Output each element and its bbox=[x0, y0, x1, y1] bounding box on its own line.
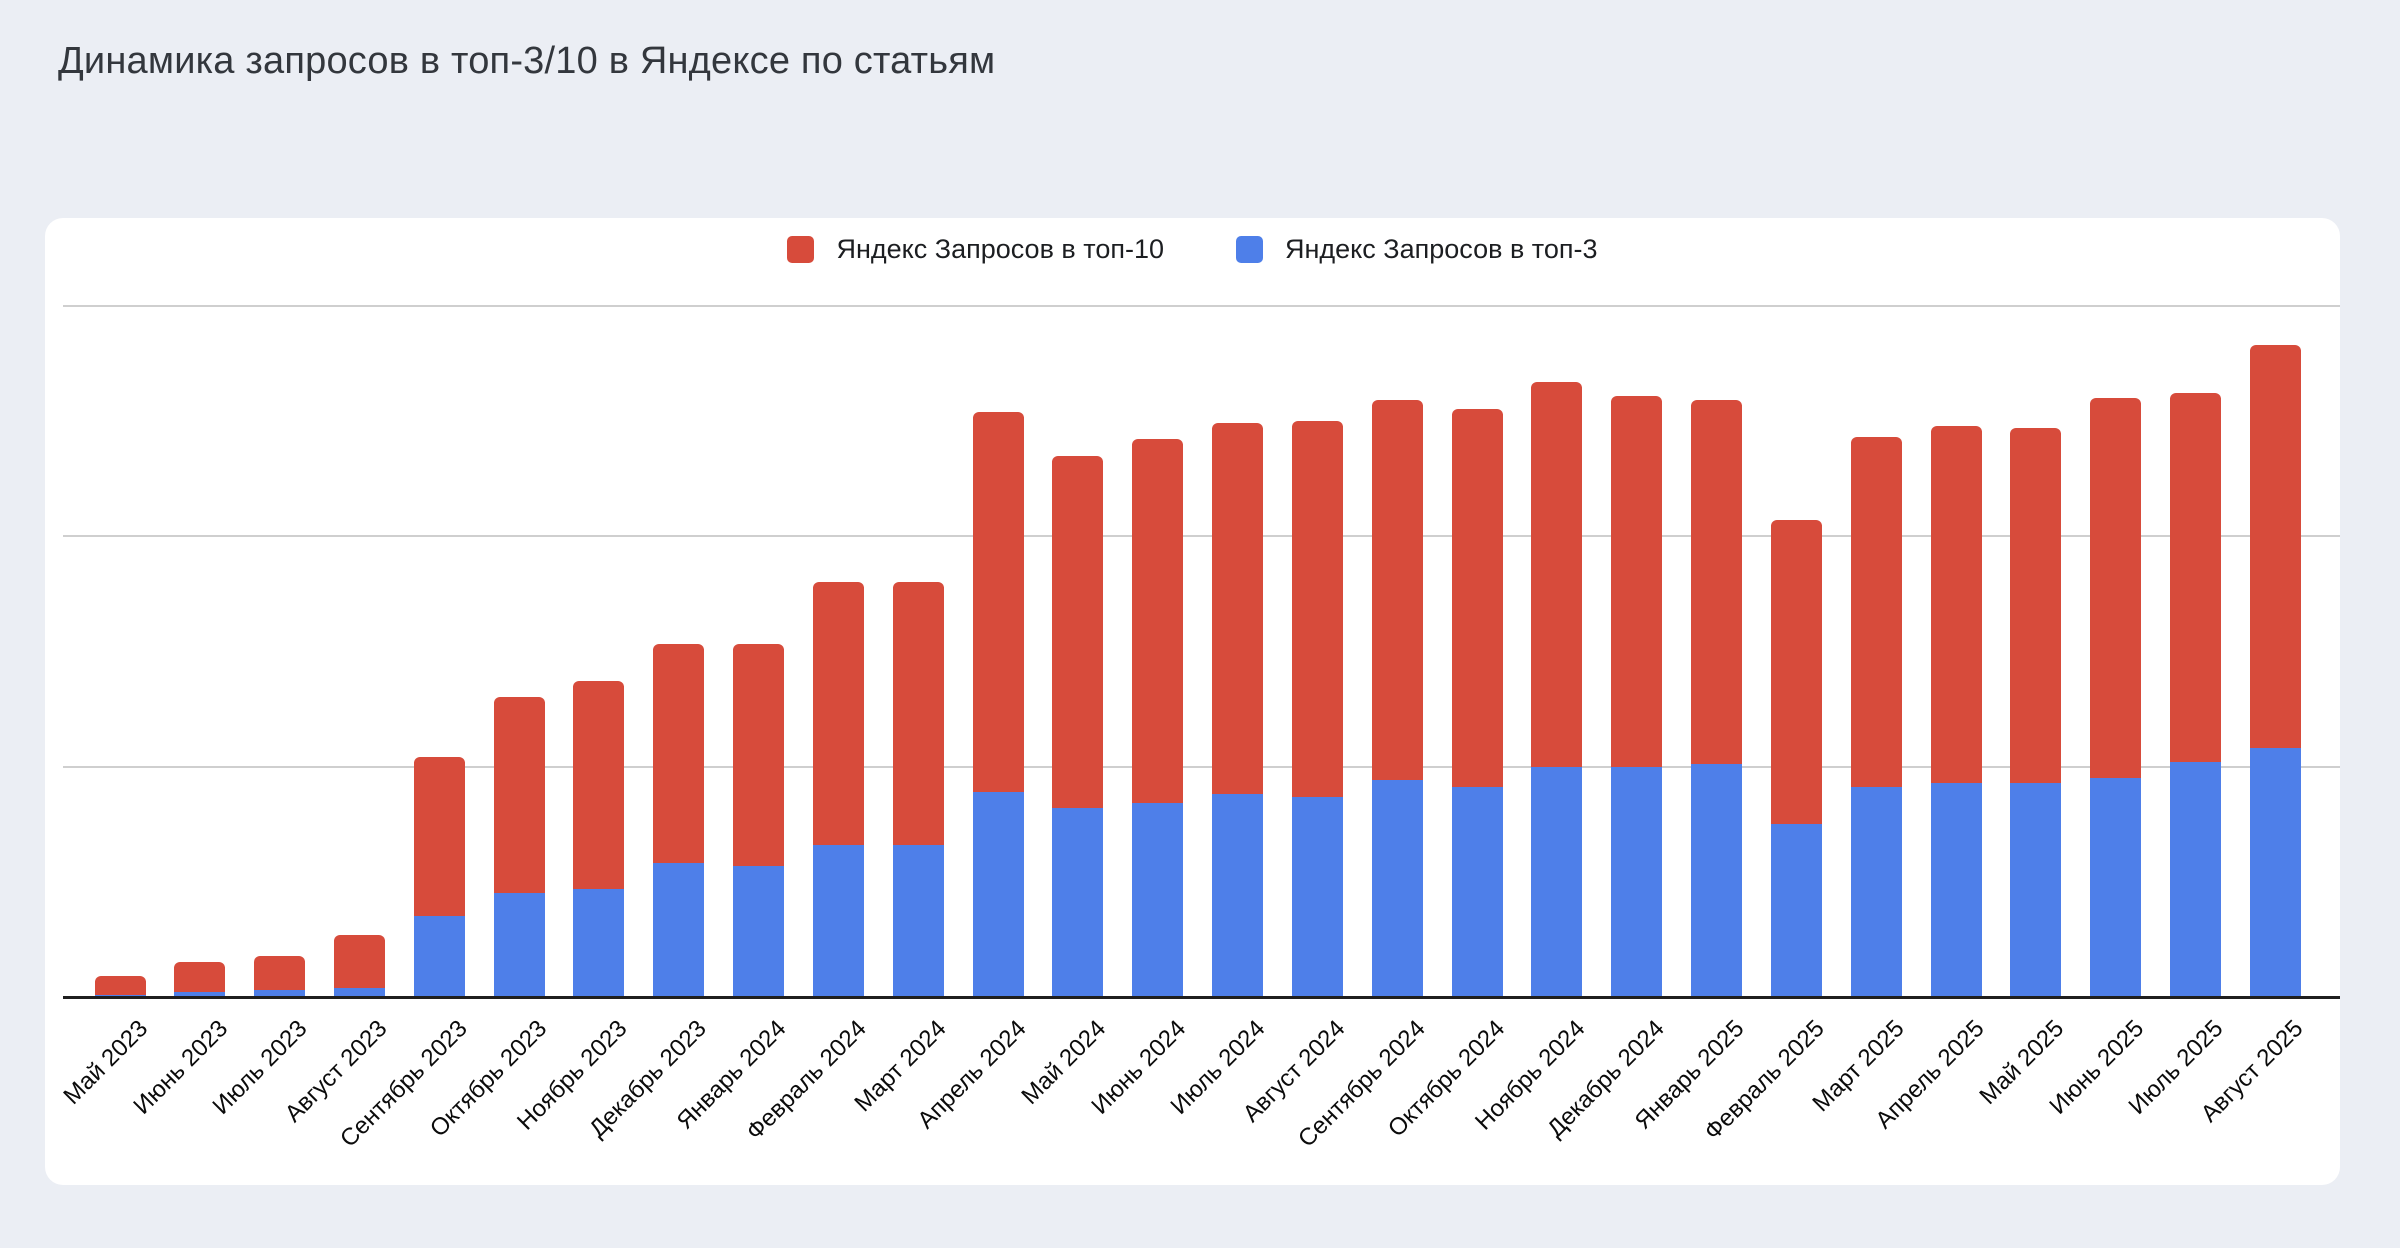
bar-top3-segment[interactable] bbox=[1291, 796, 1343, 997]
bar-top3-segment[interactable] bbox=[2249, 748, 2301, 997]
x-axis-line bbox=[63, 996, 2340, 999]
gridline bbox=[63, 765, 2340, 768]
bar-top3-segment[interactable] bbox=[2170, 761, 2222, 997]
bar-top3-segment[interactable] bbox=[653, 863, 705, 997]
legend-swatch-top3-icon bbox=[1236, 236, 1263, 263]
bar-top3-segment[interactable] bbox=[94, 994, 146, 997]
legend-swatch-top10-icon bbox=[787, 236, 815, 263]
bar-top10-segment[interactable] bbox=[254, 955, 306, 997]
bar-top3-segment[interactable] bbox=[1531, 766, 1583, 997]
chart-title: Динамика запросов в топ-3/10 в Яндексе п… bbox=[58, 40, 996, 82]
legend-label-top3: Яндекс Запросов в топ-3 bbox=[1285, 234, 1598, 264]
bar-top3-segment[interactable] bbox=[1052, 808, 1104, 997]
bar-top10-segment[interactable] bbox=[333, 934, 385, 997]
bar-top3-segment[interactable] bbox=[1930, 782, 1982, 997]
bar-top3-segment[interactable] bbox=[2010, 782, 2062, 997]
bar-top10-segment[interactable] bbox=[174, 962, 226, 997]
bar-top3-segment[interactable] bbox=[1451, 787, 1503, 997]
bar-top3-segment[interactable] bbox=[1212, 794, 1264, 997]
bar-top3-segment[interactable] bbox=[2090, 778, 2142, 997]
bar-top3-segment[interactable] bbox=[1611, 766, 1663, 997]
bar-top3-segment[interactable] bbox=[733, 865, 785, 997]
plot-area: Май 2023 Июнь 2023 Июль 2023 Август 2023 Сен… bbox=[45, 218, 2340, 1185]
bar-top10-segment[interactable] bbox=[94, 976, 146, 997]
bar-top3-segment[interactable] bbox=[1691, 764, 1743, 997]
bar-top3-segment[interactable] bbox=[1770, 824, 1822, 997]
chart-card: Яндекс Запросов в топ-10 Яндекс Запросов… bbox=[45, 218, 2340, 1185]
legend-item-top3[interactable]: Яндекс Запросов в топ-3 bbox=[1236, 234, 1598, 265]
bar-top3-segment[interactable] bbox=[892, 844, 944, 997]
legend-item-top10[interactable]: Яндекс Запросов в топ-10 bbox=[787, 234, 1164, 265]
bar-top3-segment[interactable] bbox=[254, 990, 306, 997]
legend: Яндекс Запросов в топ-10 Яндекс Запросов… bbox=[45, 234, 2340, 265]
bar-top3-segment[interactable] bbox=[174, 992, 226, 997]
bar-top3-segment[interactable] bbox=[1132, 803, 1184, 997]
bar-top3-segment[interactable] bbox=[573, 888, 625, 997]
bar-top3-segment[interactable] bbox=[812, 844, 864, 997]
gridline bbox=[63, 535, 2340, 538]
bar-top3-segment[interactable] bbox=[972, 791, 1024, 997]
bar-top3-segment[interactable] bbox=[1371, 780, 1423, 997]
bar-top3-segment[interactable] bbox=[333, 987, 385, 997]
gridline bbox=[63, 304, 2340, 307]
bar-top3-segment[interactable] bbox=[493, 893, 545, 997]
legend-label-top10: Яндекс Запросов в топ-10 bbox=[836, 234, 1164, 264]
bar-top3-segment[interactable] bbox=[1850, 787, 1902, 997]
bar-top3-segment[interactable] bbox=[413, 916, 465, 997]
